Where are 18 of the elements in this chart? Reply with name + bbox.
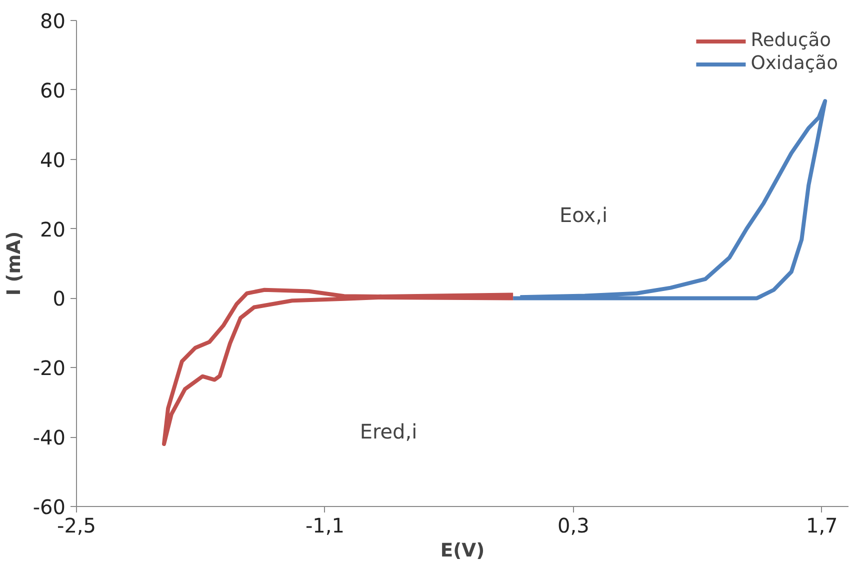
y-tick-label: -20 [32, 356, 66, 380]
annotation: Eox,i [559, 203, 608, 228]
line-series [162, 288, 516, 446]
x-tick-label: 1,7 [806, 514, 838, 538]
y-tick-label: 0 [52, 286, 66, 311]
line-series [511, 99, 828, 300]
y-tick-label: 20 [40, 217, 66, 242]
y-axis-title: I (mA) [4, 231, 25, 296]
annotation: Ered,i [360, 419, 418, 444]
y-tick-label: -40 [32, 426, 66, 450]
x-tick-label: -1,1 [305, 514, 344, 538]
y-tick-label: 80 [40, 9, 66, 33]
legend-label: Redução [750, 30, 832, 51]
legend-label: Oxidação [750, 53, 838, 74]
y-tick-label: 40 [40, 148, 66, 172]
y-tick-label: 60 [40, 78, 66, 102]
x-axis-title: E(V) [440, 540, 485, 562]
x-tick-label: 0,3 [558, 514, 590, 538]
